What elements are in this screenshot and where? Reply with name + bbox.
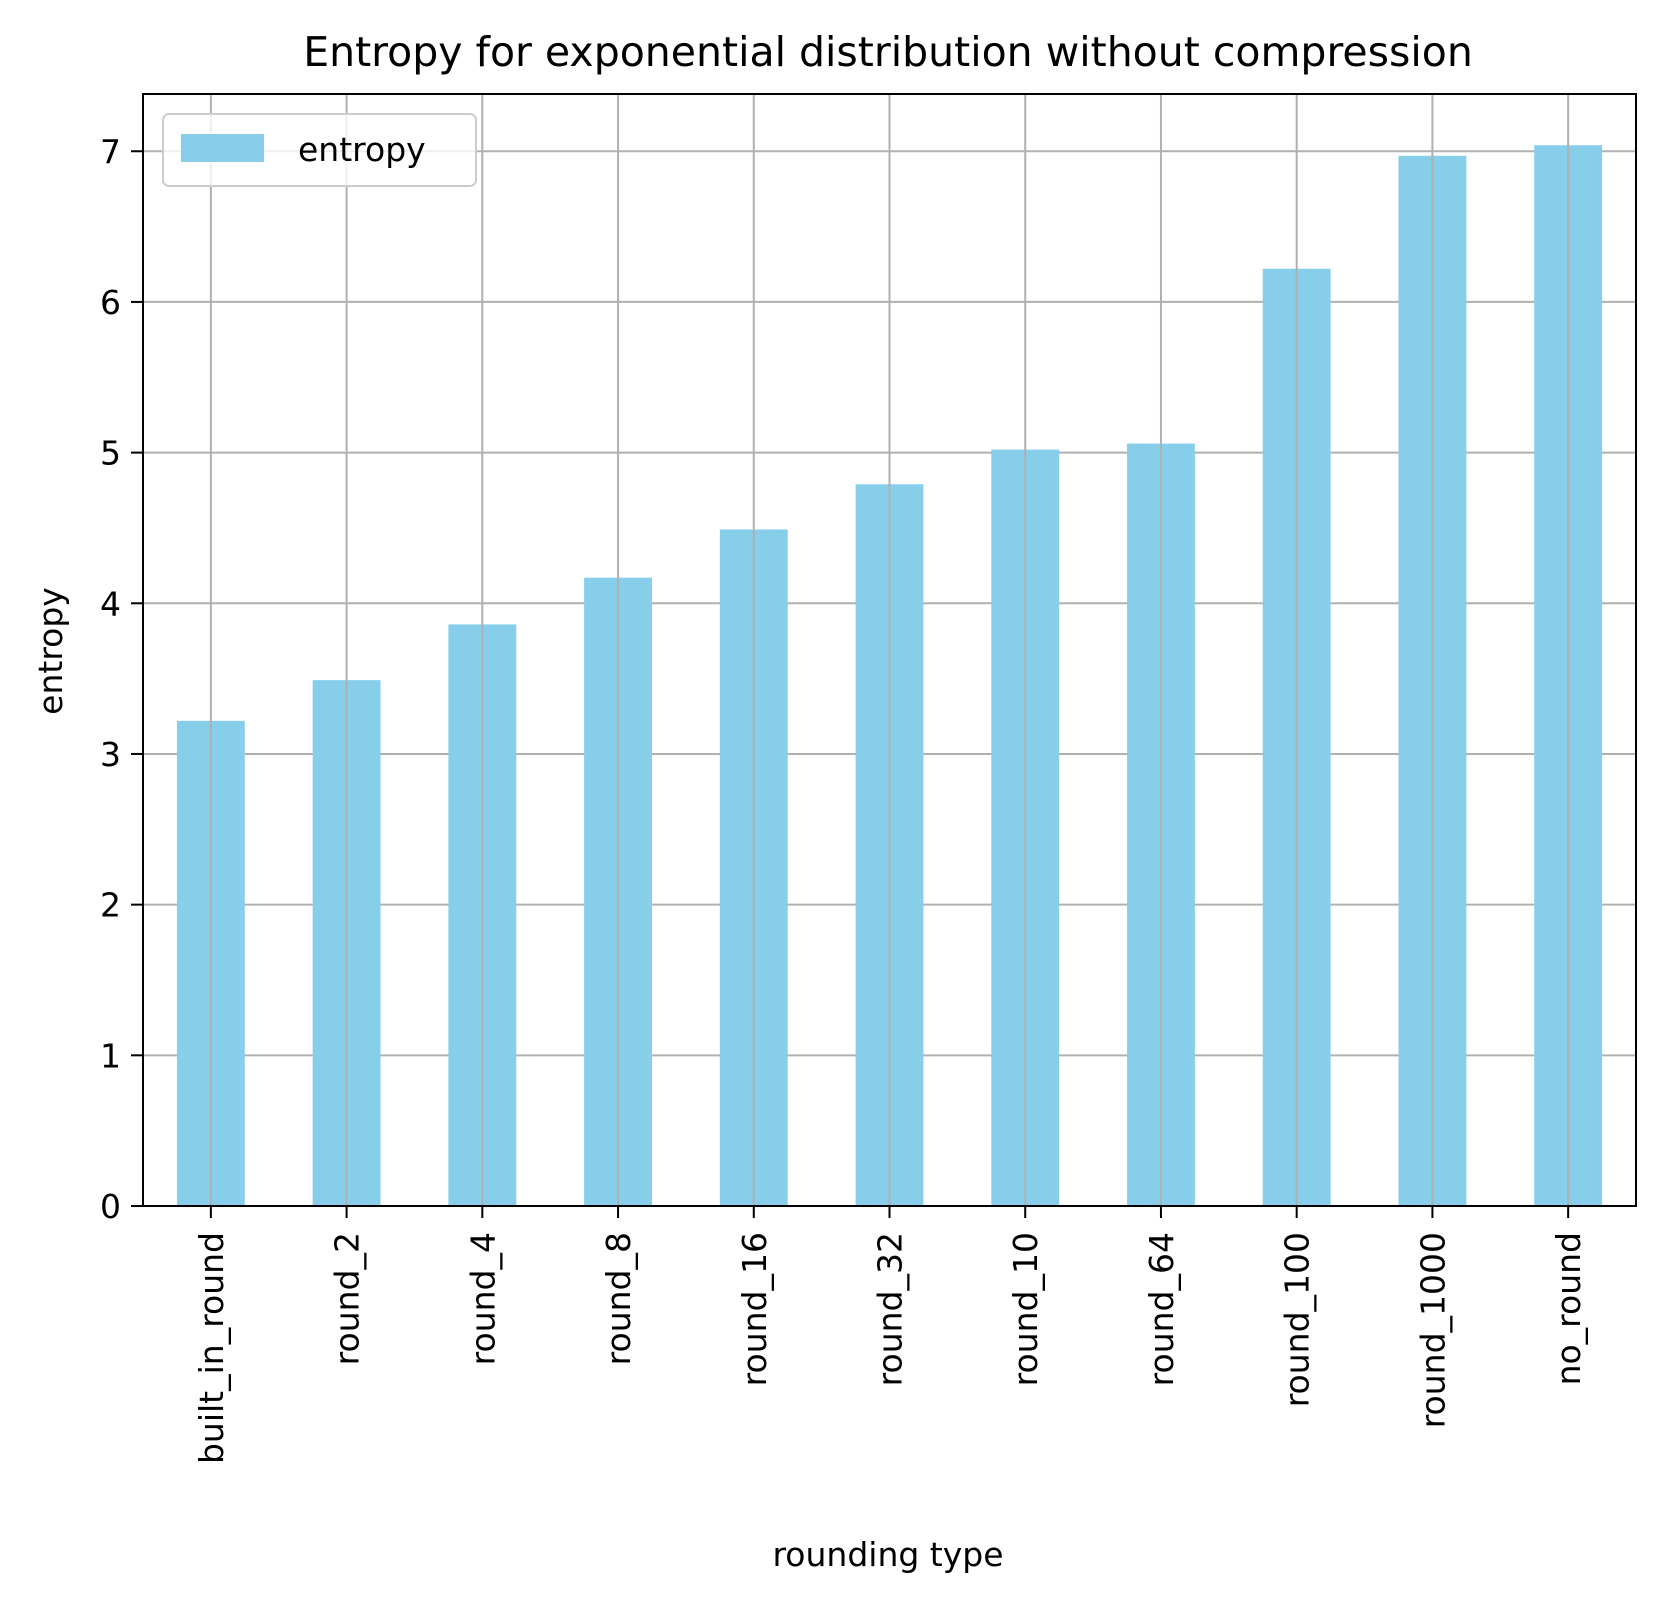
x-tick-label: round_1000 — [1413, 1232, 1452, 1428]
y-tick-label: 7 — [100, 132, 121, 171]
y-tick-label: 0 — [100, 1187, 121, 1226]
x-axis-label: rounding type — [772, 1535, 1003, 1574]
x-tick-label: round_8 — [599, 1232, 638, 1365]
x-tick-label: round_2 — [328, 1232, 367, 1365]
y-tick-label: 2 — [100, 886, 121, 925]
x-tick-label: built_in_round — [192, 1232, 231, 1464]
x-tick-label: round_10 — [1006, 1232, 1045, 1386]
y-tick-label: 1 — [100, 1036, 121, 1075]
legend-label: entropy — [298, 130, 426, 169]
vertical-grid — [209, 94, 1570, 1206]
x-tick-label: round_32 — [871, 1232, 910, 1386]
y-tick-label: 3 — [100, 735, 121, 774]
legend-box — [162, 113, 477, 187]
x-tick-label: round_16 — [735, 1232, 774, 1386]
legend-swatch — [181, 134, 264, 162]
y-axis-ticks: 0 1 2 3 4 5 6 7 — [100, 132, 143, 1226]
x-tick-label: round_4 — [463, 1232, 502, 1365]
y-tick-label: 5 — [100, 434, 121, 473]
x-tick-label: no_round — [1549, 1232, 1588, 1385]
x-tick-label: round_64 — [1142, 1232, 1181, 1386]
x-tick-label: round_100 — [1278, 1232, 1317, 1407]
chart-title: Entropy for exponential distribution wit… — [303, 28, 1473, 76]
y-tick-label: 6 — [100, 283, 121, 322]
y-tick-label: 4 — [100, 584, 121, 623]
y-axis-label: entropy — [31, 587, 70, 715]
legend: entropy — [162, 113, 477, 187]
x-axis-ticks: built_in_round round_2 round_4 round_8 round… — [192, 1206, 1588, 1464]
